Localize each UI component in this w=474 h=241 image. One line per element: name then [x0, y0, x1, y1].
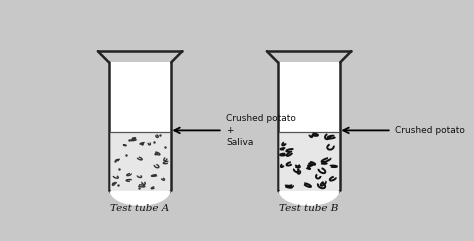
Text: Crushed potato
+
Saliva: Crushed potato + Saliva — [227, 114, 296, 147]
Bar — [279, 132, 339, 190]
Text: Test tube A: Test tube A — [110, 204, 170, 213]
Wedge shape — [279, 190, 339, 206]
FancyBboxPatch shape — [279, 62, 339, 190]
Wedge shape — [109, 190, 171, 206]
Text: Test tube B: Test tube B — [279, 204, 339, 213]
Text: Crushed potato: Crushed potato — [395, 126, 465, 135]
Bar — [110, 132, 170, 190]
FancyBboxPatch shape — [109, 62, 171, 190]
